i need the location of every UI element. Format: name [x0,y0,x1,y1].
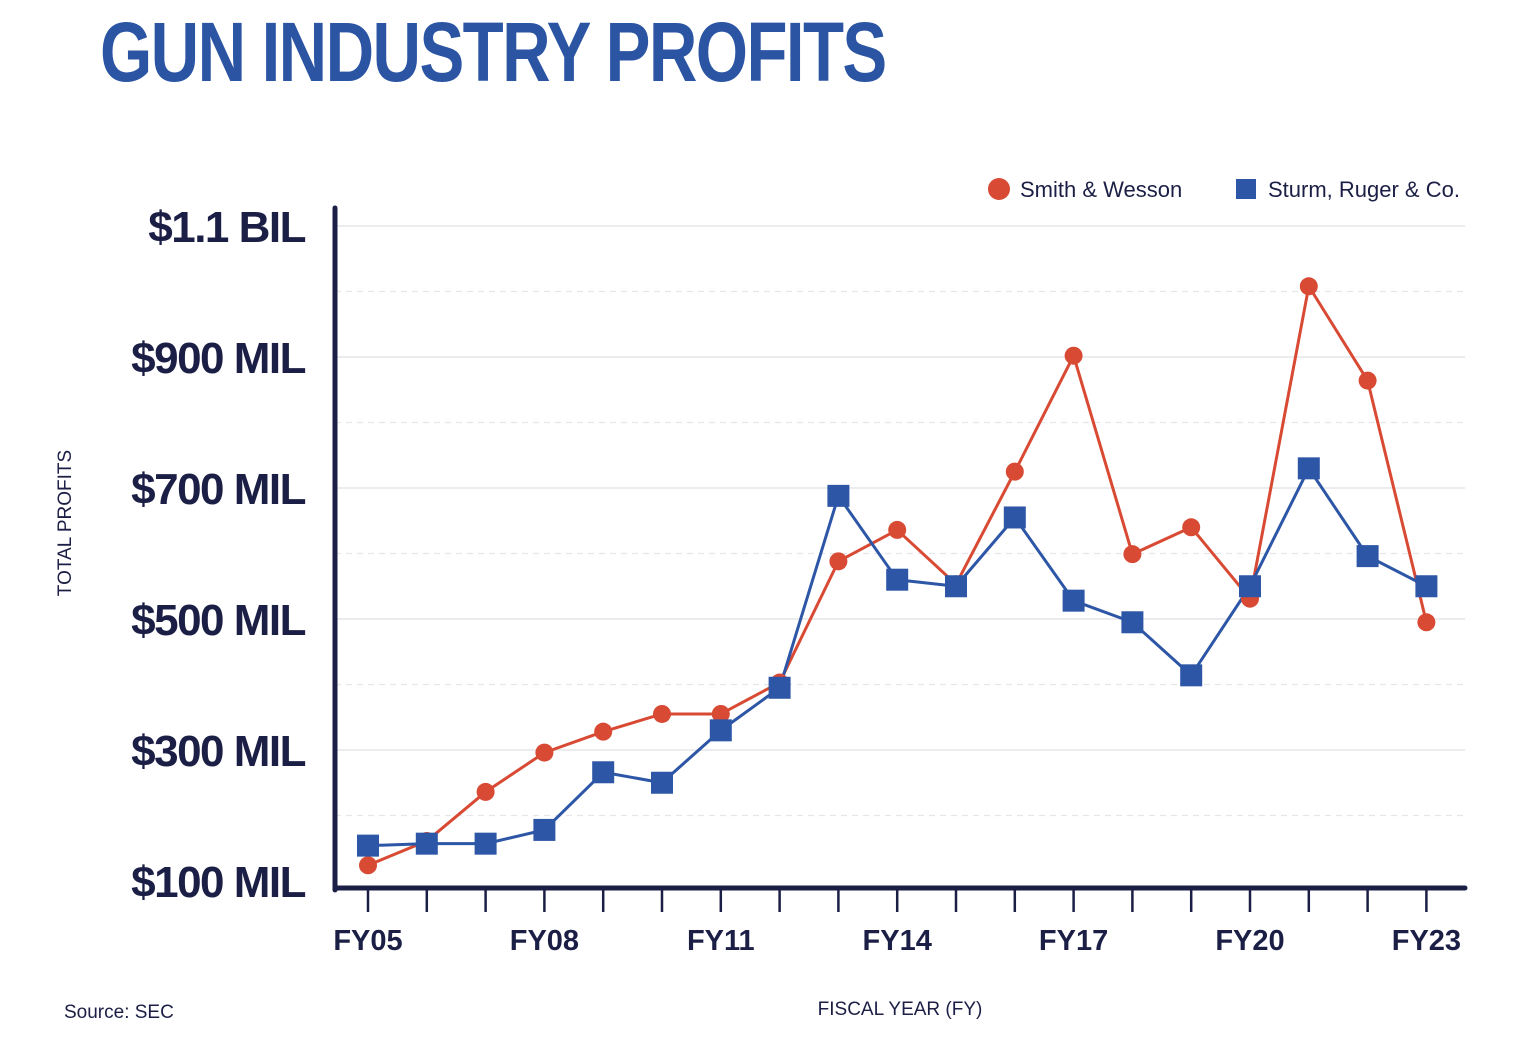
ruger-point [1062,589,1085,612]
legend-label-ruger: Sturm, Ruger & Co. [1268,177,1460,202]
ruger-point [533,818,556,841]
y-tick-label: $900 MIL [131,334,305,383]
axes [332,205,1468,912]
ruger-point [592,761,615,784]
x-tick-label: FY23 [1392,925,1461,957]
smith-wesson-point [1123,545,1142,564]
smith-wesson-point [1182,518,1201,537]
y-tick-label: $500 MIL [131,596,305,645]
legend-label-smith-wesson: Smith & Wesson [1020,177,1182,202]
legend-marker-smith-wesson [988,178,1010,200]
x-tick-label: FY17 [1039,925,1108,957]
ruger-point [1180,664,1203,687]
smith-wesson-point [1064,346,1083,365]
x-tick-label: FY20 [1215,925,1284,957]
x-axis-title: FISCAL YEAR (FY) [818,999,983,1020]
y-tick-label: $100 MIL [131,858,305,907]
smith-wesson-point [1299,277,1318,296]
y-tick-label: $700 MIL [131,465,305,514]
smith-wesson-point [711,704,730,723]
smith-wesson-point [535,743,554,762]
x-tick-label: FY05 [333,925,402,957]
ruger-point [474,832,497,855]
smith-wesson-point [829,552,848,571]
ruger-point [357,834,379,857]
smith-wesson-point [1005,462,1024,481]
smith-wesson-point [1358,371,1377,390]
smith-wesson-point [594,722,613,741]
ruger-point [651,771,673,794]
ruger-point [1239,575,1261,598]
x-tick-label: FY11 [687,925,755,957]
ruger-point [886,568,909,591]
ruger-point [415,832,438,855]
ruger-point [1415,575,1438,598]
legend: Smith & Wesson Sturm, Ruger & Co. [988,177,1460,202]
ruger-point [1297,457,1320,480]
smith-wesson-point [359,856,377,875]
y-axis-title: TOTAL PROFITS [55,450,76,596]
smith-wesson-point [653,704,671,723]
ruger-point [768,676,791,699]
legend-marker-ruger [1236,179,1256,199]
ruger-point [1121,611,1144,634]
ruger-point [1003,506,1026,529]
y-tick-label: $300 MIL [131,727,305,776]
ruger-point [1356,545,1379,568]
smith-wesson-point [888,520,907,539]
smith-wesson-point [1417,613,1436,632]
page-title: GUN INDUSTRY PROFITS [100,5,887,99]
axis-labels: $100 MIL $300 MIL $500 MIL $700 MIL $900 MIL… [55,203,1461,1020]
y-tick-label: $1.1 BIL [148,203,305,252]
x-tick-label: FY14 [863,925,932,957]
ruger-point [945,575,967,598]
source-note: Source: SEC [64,1002,174,1023]
x-tick-label: FY08 [510,925,579,957]
smith-wesson-point [476,782,495,801]
ruger-point [709,719,732,742]
ruger-point [827,484,850,507]
gridlines [335,225,1465,817]
data-series [357,277,1438,875]
